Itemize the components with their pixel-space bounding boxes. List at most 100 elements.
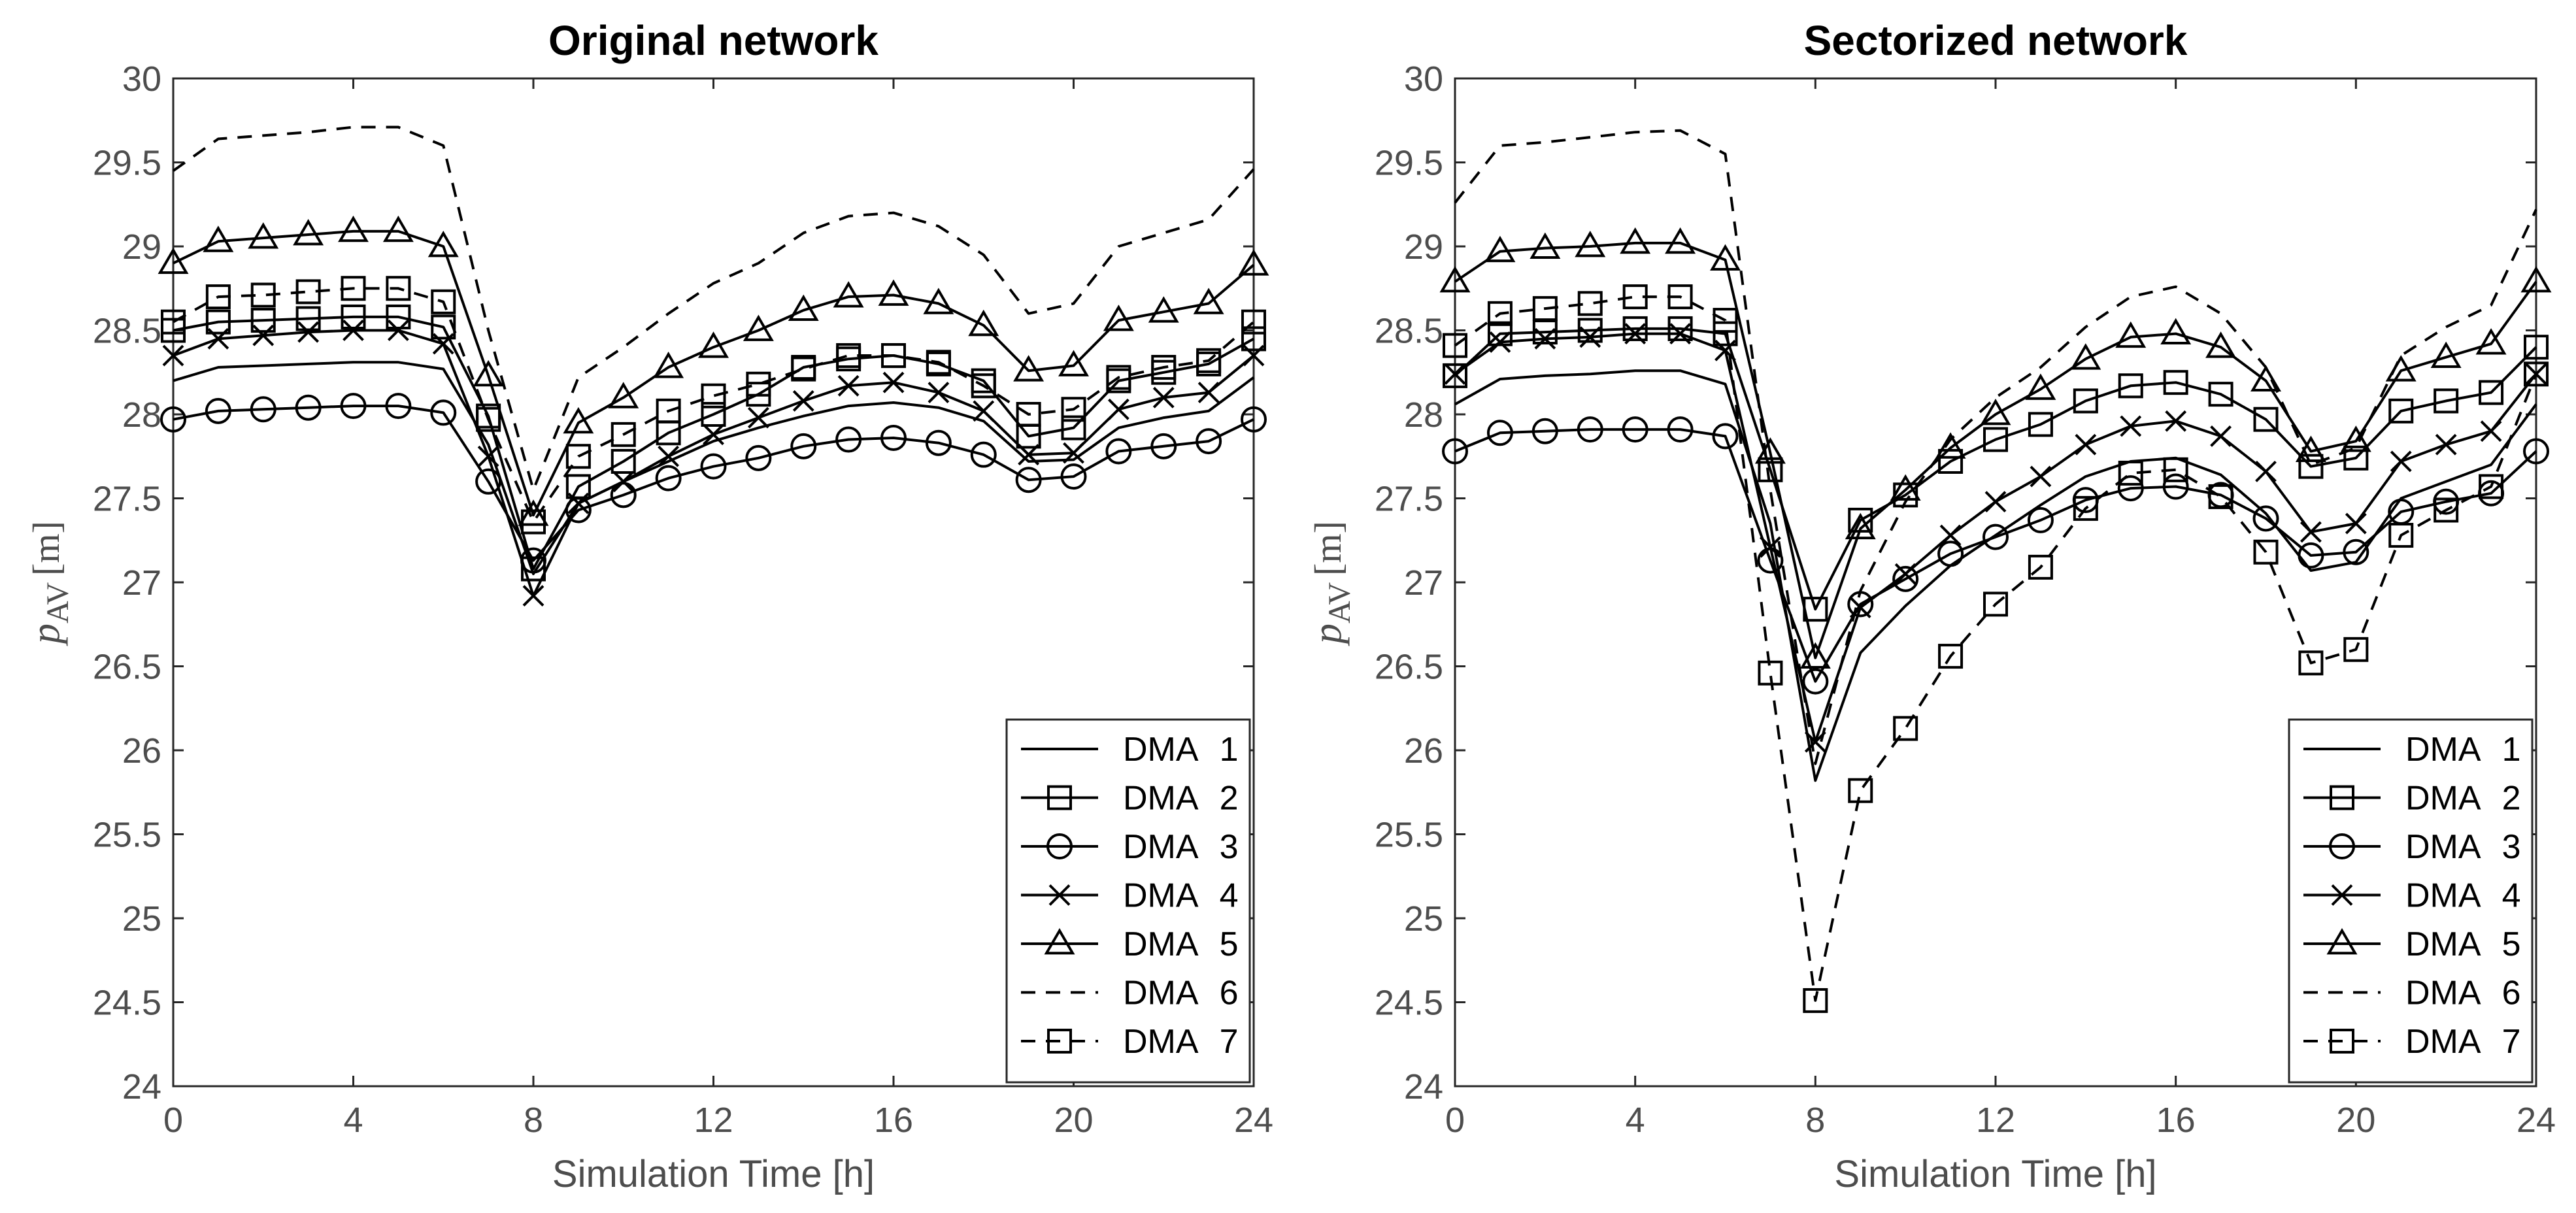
data-point-marker <box>701 402 726 427</box>
y-axis-subscript: AV <box>1322 582 1357 623</box>
data-point-marker <box>878 279 909 306</box>
data-point-marker <box>1489 331 1511 353</box>
data-point-marker <box>1669 323 1691 345</box>
data-point-marker <box>565 444 591 469</box>
series-dma-1 <box>173 361 1255 576</box>
data-point-marker <box>2340 425 2371 452</box>
data-point-marker <box>656 398 681 424</box>
data-point-marker <box>1980 399 2011 425</box>
data-point-marker <box>790 433 817 459</box>
legend-entry: DMA 2 <box>2303 780 2520 818</box>
data-point-marker <box>386 276 411 301</box>
data-point-marker <box>1760 536 1781 558</box>
legend-label: DMA 4 <box>2405 877 2520 915</box>
data-point-marker <box>2118 460 2143 486</box>
x-tick-label: 24 <box>1234 1101 1273 1140</box>
series-line <box>173 229 1255 517</box>
legend-box <box>1005 718 1251 1084</box>
legend-marker-sample <box>1046 833 1073 859</box>
data-point-marker <box>1530 232 1561 259</box>
legend: DMA 1 DMA 2 DMA 3 DMA 4 DMA 5 DMA 6 DMA 7 <box>1005 718 1251 1084</box>
legend-label: DMA 1 <box>2405 731 2520 769</box>
x-axis-label: Simulation Time [h] <box>552 1153 875 1195</box>
legend-marker-sample <box>1048 884 1071 906</box>
data-point-marker <box>1577 318 1603 343</box>
data-point-marker <box>1982 523 2009 550</box>
y-tick-label: 28.5 <box>93 312 161 351</box>
legend-label-name: DMA <box>1123 828 1199 866</box>
legend-label-id: 2 <box>1220 780 1239 818</box>
data-point-marker <box>295 279 321 305</box>
data-point-marker <box>341 304 366 329</box>
data-point-marker <box>1058 350 1089 376</box>
x-tick-label: 20 <box>2336 1101 2375 1140</box>
data-point-marker <box>2298 454 2324 479</box>
y-tick-label: 24.5 <box>93 984 161 1023</box>
y-tick-label: 30 <box>1404 59 1443 99</box>
data-point-marker <box>747 407 769 429</box>
data-point-marker <box>567 492 590 514</box>
series-dma-7 <box>161 276 1266 535</box>
x-tick-label: 0 <box>163 1101 183 1140</box>
legend-label: DMA 3 <box>1123 828 1238 866</box>
data-point-marker <box>2165 410 2187 432</box>
data-point-marker <box>1938 448 1964 474</box>
data-point-marker <box>158 247 189 274</box>
legend-label-name: DMA <box>1123 877 1199 915</box>
data-point-marker <box>1622 416 1648 443</box>
data-point-marker <box>1984 491 2007 513</box>
legend-box <box>2288 718 2534 1084</box>
legend-label-name: DMA <box>2405 974 2481 1012</box>
data-point-marker <box>1939 524 1962 546</box>
data-point-marker <box>1667 284 1693 310</box>
legend-entry: DMA 1 <box>1021 731 1238 769</box>
data-point-marker <box>1892 565 1919 592</box>
data-point-marker <box>1015 467 1042 493</box>
y-tick-label: 26 <box>1404 731 1443 771</box>
data-point-marker <box>1150 433 1177 459</box>
data-point-marker <box>1845 512 1876 540</box>
legend-entry: DMA 6 <box>2303 974 2520 1012</box>
data-point-marker <box>1715 339 1736 361</box>
legend-marker-sample <box>2329 833 2355 859</box>
y-tick-label: 28.5 <box>1375 312 1443 351</box>
data-point-marker <box>1758 660 1783 686</box>
data-point-marker <box>837 374 860 397</box>
legend-entry: DMA 7 <box>1021 1023 1238 1061</box>
chart-title: Original network <box>548 17 878 64</box>
y-axis-symbol: p <box>24 623 68 646</box>
data-point-marker <box>968 309 999 337</box>
data-point-marker <box>161 309 186 335</box>
data-point-marker <box>2160 318 2192 345</box>
series-dma-7 <box>1443 284 2549 1013</box>
chart-title: Sectorized network <box>1804 17 2188 64</box>
legend-label-name: DMA <box>1123 731 1199 769</box>
series-dma-4 <box>162 320 1265 606</box>
series-line <box>1454 241 2537 659</box>
y-axis-label: pAV [m] <box>24 521 75 646</box>
data-point-marker <box>792 390 814 412</box>
data-point-marker <box>970 441 997 468</box>
data-point-marker <box>343 320 364 341</box>
data-point-marker <box>205 397 231 424</box>
legend-label-id: 1 <box>2502 731 2521 769</box>
x-tick-label: 16 <box>2156 1101 2196 1140</box>
data-point-marker <box>791 356 816 382</box>
series-line <box>1454 369 2537 782</box>
data-point-marker <box>1196 428 1222 455</box>
data-point-marker <box>655 465 682 491</box>
y-tick-label: 25.5 <box>1375 816 1443 855</box>
data-point-marker <box>1443 363 1467 388</box>
legend-marker-sample <box>1047 785 1072 810</box>
data-point-marker <box>2208 382 2233 407</box>
data-point-marker <box>1148 296 1179 323</box>
legend-label-name: DMA <box>2405 877 2481 915</box>
y-axis-unit: [m] <box>1307 521 1349 576</box>
data-point-marker <box>882 371 905 393</box>
data-point-marker <box>2163 370 2188 395</box>
legend-label-name: DMA <box>2405 731 2481 769</box>
data-point-marker <box>2162 473 2189 500</box>
legend-marker-sample <box>2330 1029 2354 1054</box>
legend-label-id: 4 <box>1220 877 1239 915</box>
data-point-marker <box>658 445 680 467</box>
